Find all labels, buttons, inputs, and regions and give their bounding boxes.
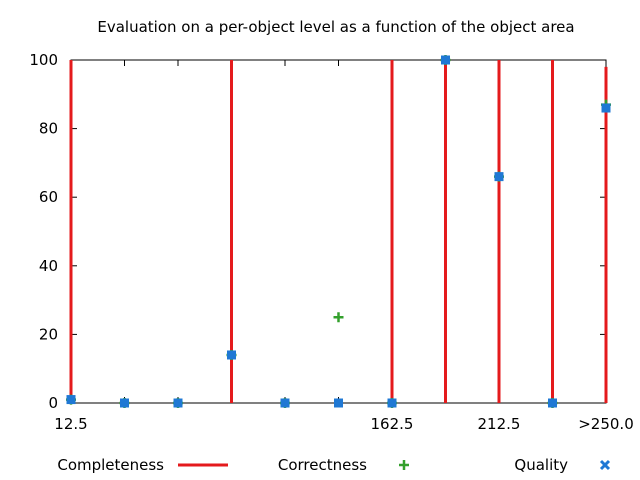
x-tick-label: 12.5: [54, 415, 87, 433]
legend: Completeness Correctness Quality: [57, 456, 611, 474]
completeness-impulses: [69, 60, 608, 403]
y-tick-label: 60: [39, 188, 58, 206]
quality-point: [441, 55, 450, 65]
legend-label: Correctness: [278, 456, 367, 474]
y-axis: 0 20 40 60 80 100: [29, 51, 606, 412]
y-tick-label: 100: [29, 51, 58, 69]
quality-point: [494, 172, 504, 182]
quality-point: [334, 398, 343, 408]
y-tick-label: 80: [39, 120, 58, 138]
y-tick-label: 0: [48, 394, 58, 412]
quality-point: [387, 398, 397, 408]
legend-swatch-quality: [599, 459, 611, 471]
quality-point: [66, 395, 76, 405]
legend-label: Quality: [514, 456, 568, 474]
x-tick-label: 162.5: [371, 415, 414, 433]
quality-point: [173, 398, 183, 408]
x-tick-label: 212.5: [478, 415, 521, 433]
y-tick-label: 40: [39, 257, 58, 275]
x-tick-label: >250.0: [578, 415, 634, 433]
chart-title: Evaluation on a per-object level as a fu…: [97, 18, 574, 36]
legend-swatch-correctness: [399, 460, 409, 470]
plot-frame: [70, 59, 607, 404]
y-tick-label: 20: [39, 325, 58, 343]
plot-border: [70, 59, 607, 404]
quality-point: [601, 103, 611, 113]
correctness-point: [333, 312, 344, 323]
quality-point: [280, 398, 290, 408]
quality-point: [548, 398, 557, 408]
x-axis: 12.5 162.5 212.5 >250.0: [54, 60, 634, 433]
quality-point: [120, 398, 129, 408]
quality-point: [227, 350, 236, 360]
data-points: [66, 55, 611, 408]
legend-label: Completeness: [57, 456, 164, 474]
